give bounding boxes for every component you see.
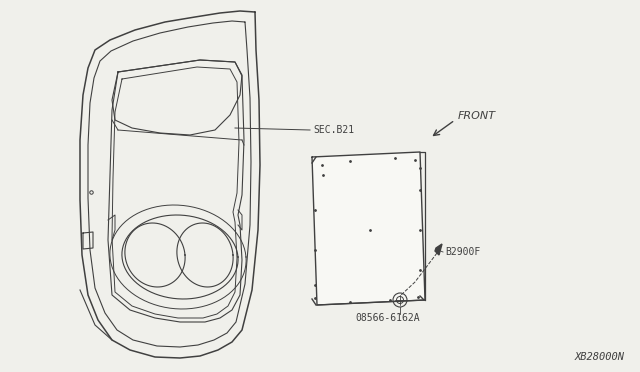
Text: B2900F: B2900F: [445, 247, 480, 257]
Text: SEC.B21: SEC.B21: [313, 125, 354, 135]
Polygon shape: [312, 152, 425, 305]
Text: XB28000N: XB28000N: [575, 352, 625, 362]
Text: FRONT: FRONT: [458, 111, 496, 121]
Polygon shape: [435, 244, 442, 255]
Text: 08566-6162A: 08566-6162A: [356, 313, 420, 323]
